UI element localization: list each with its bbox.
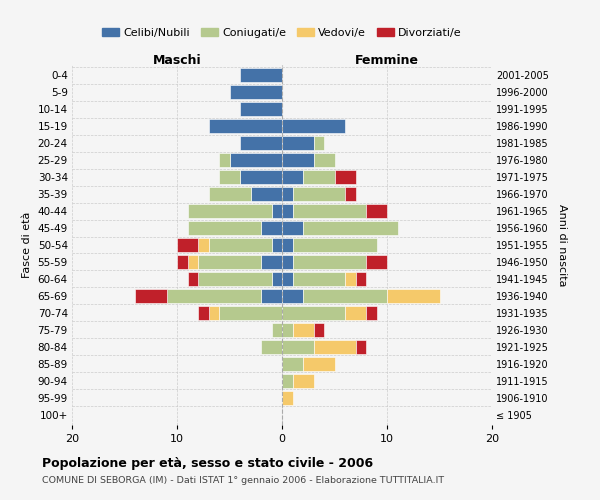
Bar <box>282 374 293 388</box>
Bar <box>282 170 303 184</box>
Bar <box>209 119 282 134</box>
Bar <box>282 153 314 168</box>
Bar <box>187 272 198 286</box>
Bar <box>293 255 366 269</box>
Bar <box>314 340 355 354</box>
Bar <box>282 221 303 235</box>
Bar <box>314 322 324 337</box>
Bar <box>282 119 345 134</box>
Bar <box>261 221 282 235</box>
Bar <box>209 306 219 320</box>
Bar <box>198 238 209 252</box>
Bar <box>229 85 282 100</box>
Bar <box>271 204 282 218</box>
Bar <box>293 204 366 218</box>
Bar <box>366 255 387 269</box>
Bar <box>293 322 314 337</box>
Bar <box>366 204 387 218</box>
Bar <box>335 170 355 184</box>
Bar <box>282 204 293 218</box>
Bar <box>198 306 209 320</box>
Bar <box>282 306 345 320</box>
Bar <box>314 153 335 168</box>
Bar <box>293 272 345 286</box>
Bar <box>261 340 282 354</box>
Bar <box>303 170 335 184</box>
Bar <box>209 238 271 252</box>
Bar <box>293 238 377 252</box>
Bar <box>177 255 187 269</box>
Bar <box>303 221 398 235</box>
Bar <box>187 255 198 269</box>
Bar <box>303 288 387 303</box>
Bar <box>293 374 314 388</box>
Bar <box>261 255 282 269</box>
Bar <box>366 306 377 320</box>
Bar <box>219 153 229 168</box>
Bar <box>240 136 282 150</box>
Bar <box>387 288 439 303</box>
Bar <box>251 187 282 202</box>
Bar <box>187 221 261 235</box>
Text: Maschi: Maschi <box>152 54 202 66</box>
Text: Popolazione per età, sesso e stato civile - 2006: Popolazione per età, sesso e stato civil… <box>42 458 373 470</box>
Bar <box>345 306 366 320</box>
Bar <box>198 255 261 269</box>
Bar <box>177 238 198 252</box>
Bar <box>167 288 261 303</box>
Bar <box>261 288 282 303</box>
Bar <box>282 322 293 337</box>
Bar <box>271 272 282 286</box>
Bar <box>314 136 324 150</box>
Bar <box>135 288 167 303</box>
Bar <box>282 136 314 150</box>
Bar <box>282 272 293 286</box>
Legend: Celibi/Nubili, Coniugati/e, Vedovi/e, Divorziati/e: Celibi/Nubili, Coniugati/e, Vedovi/e, Di… <box>98 24 466 42</box>
Bar <box>282 356 303 371</box>
Bar <box>355 340 366 354</box>
Text: COMUNE DI SEBORGA (IM) - Dati ISTAT 1° gennaio 2006 - Elaborazione TUTTITALIA.IT: COMUNE DI SEBORGA (IM) - Dati ISTAT 1° g… <box>42 476 444 485</box>
Y-axis label: Fasce di età: Fasce di età <box>22 212 32 278</box>
Bar <box>293 187 345 202</box>
Bar <box>219 306 282 320</box>
Bar <box>219 170 240 184</box>
Bar <box>209 187 251 202</box>
Bar <box>282 238 293 252</box>
Bar <box>282 340 314 354</box>
Bar <box>229 153 282 168</box>
Y-axis label: Anni di nascita: Anni di nascita <box>557 204 568 286</box>
Bar <box>282 390 293 405</box>
Bar <box>345 272 355 286</box>
Bar <box>271 238 282 252</box>
Bar <box>240 102 282 117</box>
Bar <box>282 255 293 269</box>
Bar <box>198 272 271 286</box>
Bar <box>282 288 303 303</box>
Bar <box>282 187 293 202</box>
Bar <box>240 170 282 184</box>
Bar <box>271 322 282 337</box>
Bar <box>240 68 282 82</box>
Bar <box>345 187 355 202</box>
Bar <box>303 356 335 371</box>
Text: Femmine: Femmine <box>355 54 419 66</box>
Bar <box>187 204 271 218</box>
Bar <box>355 272 366 286</box>
